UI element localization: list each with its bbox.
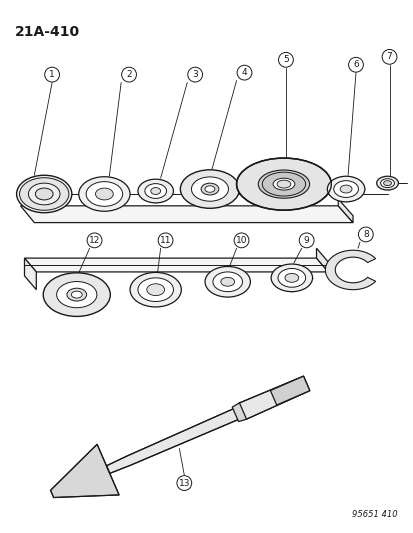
Ellipse shape	[150, 188, 160, 195]
Ellipse shape	[258, 170, 309, 198]
Polygon shape	[50, 445, 119, 497]
Ellipse shape	[236, 158, 330, 210]
Ellipse shape	[204, 266, 250, 297]
Ellipse shape	[180, 170, 239, 208]
Polygon shape	[106, 376, 309, 473]
Text: 9: 9	[303, 236, 309, 245]
Polygon shape	[21, 206, 352, 223]
Circle shape	[278, 52, 293, 67]
Ellipse shape	[35, 188, 53, 200]
Text: 5: 5	[282, 55, 288, 64]
Ellipse shape	[130, 272, 181, 307]
Ellipse shape	[191, 177, 228, 201]
Ellipse shape	[86, 182, 122, 206]
Ellipse shape	[327, 176, 364, 202]
Text: 95651 410: 95651 410	[351, 510, 396, 519]
Ellipse shape	[273, 178, 294, 190]
Circle shape	[234, 233, 248, 248]
Ellipse shape	[17, 175, 72, 213]
Ellipse shape	[333, 181, 358, 197]
Ellipse shape	[271, 264, 312, 292]
Circle shape	[188, 67, 202, 82]
Ellipse shape	[201, 183, 218, 195]
Ellipse shape	[284, 273, 298, 282]
Text: 8: 8	[362, 230, 368, 239]
Ellipse shape	[71, 291, 82, 298]
Text: 21A-410: 21A-410	[14, 25, 80, 39]
Ellipse shape	[145, 184, 166, 198]
Text: 7: 7	[386, 52, 392, 61]
Ellipse shape	[147, 284, 164, 296]
Ellipse shape	[67, 288, 86, 301]
Ellipse shape	[383, 181, 391, 185]
Polygon shape	[24, 258, 328, 272]
Circle shape	[158, 233, 173, 248]
Ellipse shape	[78, 177, 130, 211]
Text: 3: 3	[192, 70, 197, 79]
Text: 6: 6	[352, 60, 358, 69]
Ellipse shape	[376, 176, 397, 190]
Ellipse shape	[212, 272, 242, 292]
Circle shape	[87, 233, 102, 248]
Text: 2: 2	[126, 70, 132, 79]
Ellipse shape	[95, 188, 113, 200]
Circle shape	[381, 50, 396, 64]
Text: 13: 13	[178, 479, 190, 488]
Ellipse shape	[138, 278, 173, 302]
Ellipse shape	[57, 281, 97, 308]
Circle shape	[299, 233, 313, 248]
Circle shape	[121, 67, 136, 82]
Polygon shape	[316, 248, 328, 272]
Ellipse shape	[220, 277, 234, 286]
Text: 11: 11	[159, 236, 171, 245]
Polygon shape	[232, 403, 246, 422]
Ellipse shape	[138, 179, 173, 203]
Circle shape	[45, 67, 59, 82]
Circle shape	[358, 227, 373, 242]
Text: 10: 10	[235, 236, 247, 245]
Polygon shape	[325, 250, 375, 289]
Polygon shape	[337, 199, 352, 223]
Circle shape	[176, 475, 191, 490]
Text: 4: 4	[241, 68, 247, 77]
Ellipse shape	[204, 186, 214, 192]
Ellipse shape	[28, 183, 60, 205]
Ellipse shape	[276, 180, 290, 188]
Polygon shape	[270, 376, 309, 405]
Text: 12: 12	[89, 236, 100, 245]
Ellipse shape	[19, 177, 69, 210]
Ellipse shape	[261, 172, 305, 196]
Circle shape	[237, 65, 251, 80]
Polygon shape	[24, 258, 36, 289]
Text: 1: 1	[49, 70, 55, 79]
Ellipse shape	[278, 269, 305, 287]
Ellipse shape	[339, 185, 351, 193]
Ellipse shape	[380, 179, 394, 188]
Circle shape	[348, 58, 363, 72]
Ellipse shape	[43, 273, 110, 317]
